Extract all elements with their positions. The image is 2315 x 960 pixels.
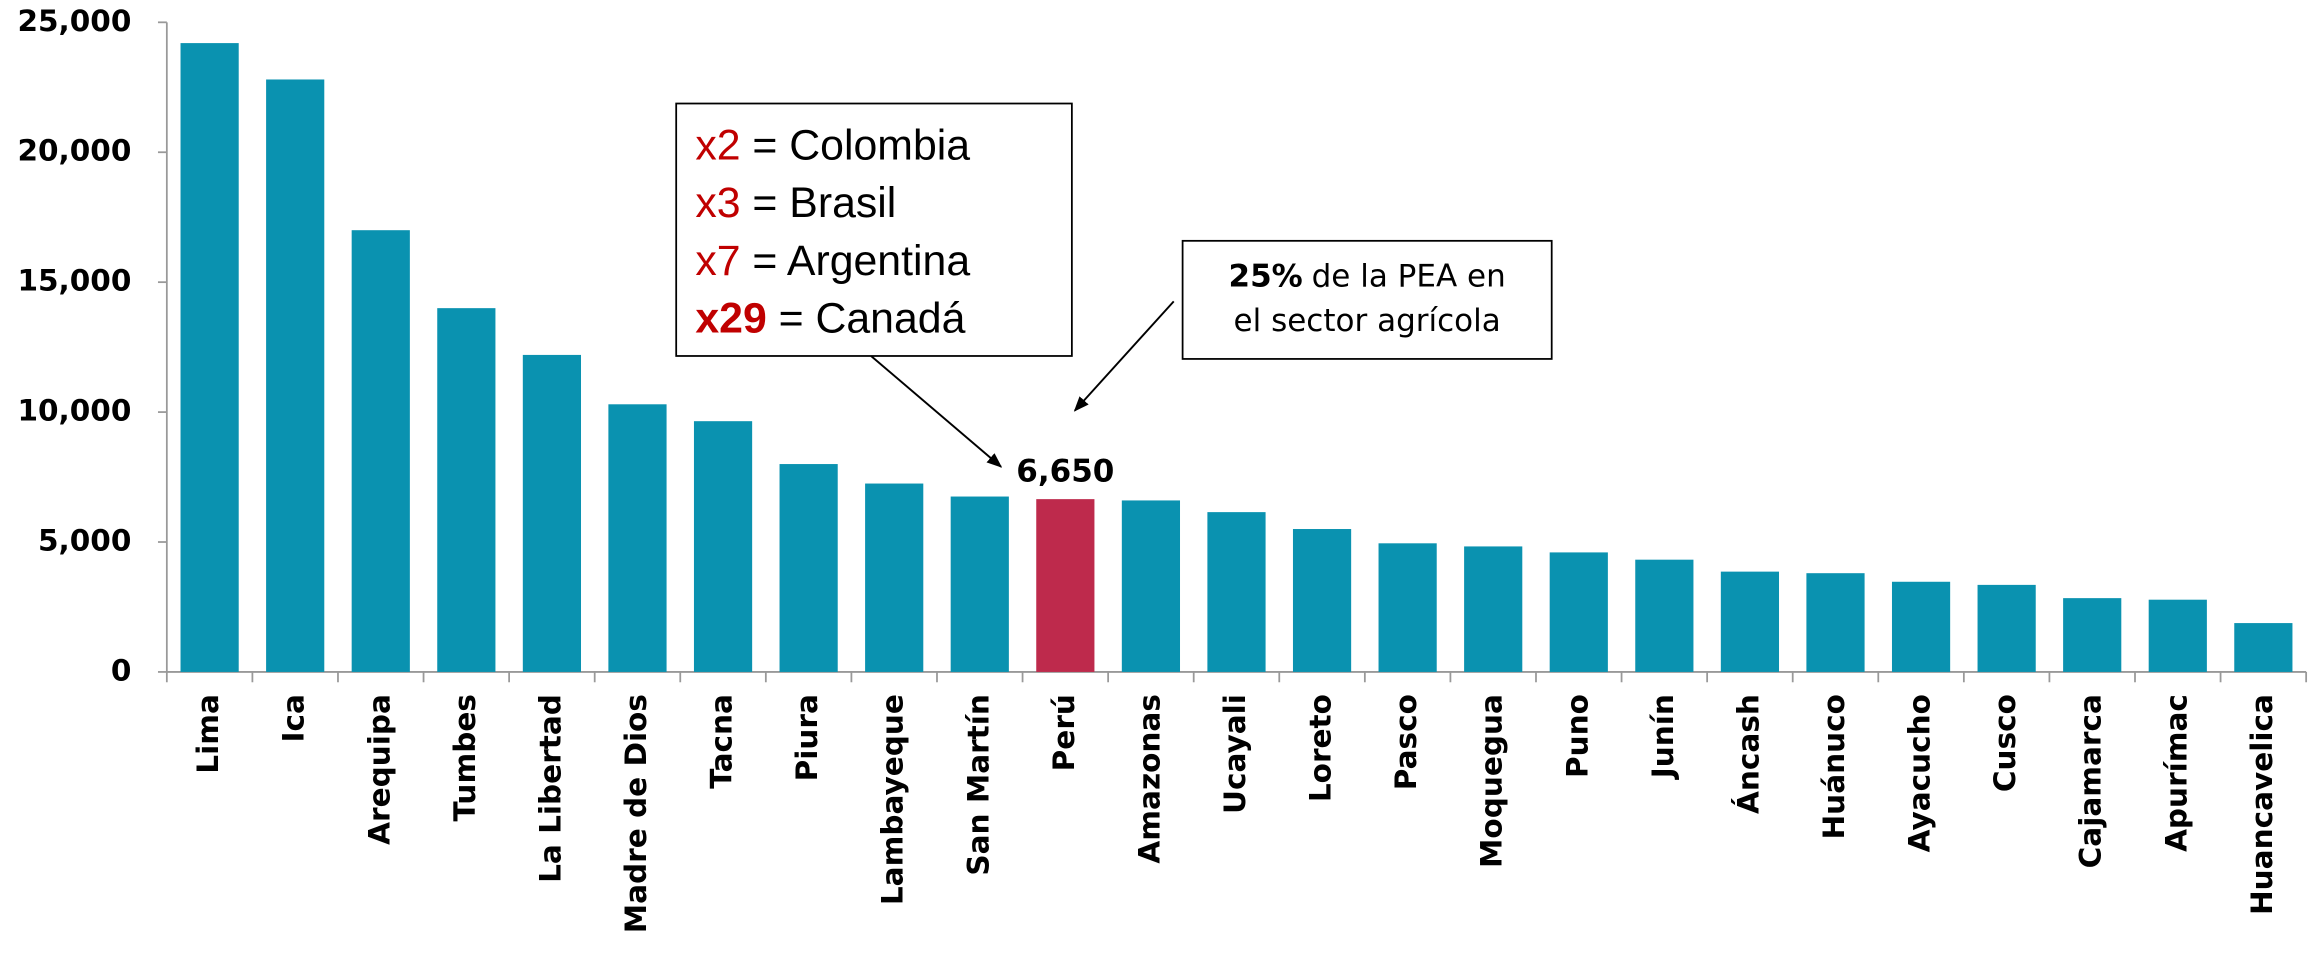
bar (1549, 552, 1608, 672)
annotation-text: = Colombia (752, 122, 970, 170)
x-tick-label: Amazonas (1132, 694, 1166, 863)
x-tick-label: Ica (277, 694, 311, 742)
y-tick-label: 5,000 (38, 524, 131, 558)
annotation-text: = Argentina (752, 237, 970, 285)
bar (865, 483, 924, 672)
x-tick-label: Pasco (1389, 694, 1423, 790)
bar (608, 404, 667, 672)
y-tick-label: 15,000 (17, 264, 131, 298)
bar (693, 421, 753, 672)
arrow (1073, 300, 1175, 412)
x-tick-label: Perú (1047, 694, 1081, 771)
annotation-multiplier: x7 (695, 237, 740, 285)
x-tick-label: Cusco (1988, 694, 2022, 792)
x-tick-label: La Libertad (533, 694, 567, 883)
x-tick-label: Cajamarca (2074, 694, 2108, 868)
x-tick-label: Áncash (1730, 694, 1765, 814)
annotation-line: 25% de la PEA en (1229, 259, 1506, 295)
bar (779, 464, 838, 672)
x-tick-label: Junín (1646, 694, 1680, 780)
annotation-text: = Canadá (779, 294, 966, 342)
x-tick-label: Loreto (1304, 694, 1338, 802)
x-tick-label: Madre de Dios (619, 694, 653, 933)
x-tick-label: Puno (1560, 694, 1594, 778)
x-tick-label: Ayacucho (1903, 694, 1937, 852)
x-tick-label: Moquegua (1475, 694, 1509, 868)
annotation-line: el sector agrícola (1234, 303, 1501, 339)
annotation-box (675, 102, 1073, 357)
x-tick-label: Piura (790, 694, 824, 781)
x-tick-label: Huánuco (1817, 694, 1851, 839)
annotation-highlight: 25% (1229, 259, 1303, 295)
annotation-line: x3 = Brasil (695, 179, 896, 227)
annotation-multiplier: x29 (695, 294, 766, 342)
annotation-line: x29 = Canadá (695, 294, 965, 342)
annotation-multiplier: x2 (695, 122, 740, 170)
bar (1635, 559, 1694, 672)
y-tick-label: 10,000 (17, 394, 131, 428)
bar (1292, 529, 1352, 672)
bar (437, 308, 496, 672)
annotation-text: = Brasil (752, 179, 896, 227)
bar (180, 43, 239, 672)
bar (2148, 599, 2207, 672)
bar (2234, 623, 2293, 672)
x-tick-label: Ucayali (1218, 694, 1252, 814)
bar (1378, 543, 1437, 672)
x-tick-label: Arequipa (362, 694, 396, 845)
bar (950, 496, 1009, 672)
bar (1121, 500, 1181, 672)
x-tick-label: Huancavelica (2245, 694, 2279, 915)
x-tick-label: San Martín (961, 694, 995, 876)
x-tick-label: Lambayeque (876, 694, 910, 905)
x-tick-label: Tumbes (448, 694, 482, 821)
bar (1207, 512, 1266, 672)
y-tick-label: 0 (111, 653, 132, 687)
bar (2063, 598, 2122, 672)
y-tick-label: 25,000 (17, 4, 131, 38)
annotation-multiplier: x3 (695, 179, 740, 227)
x-tick-label: Apurímac (2159, 694, 2193, 852)
bar (1036, 499, 1095, 672)
data-label: 6,650 (1016, 453, 1114, 489)
bar (1977, 584, 2036, 672)
annotation-line: x2 = Colombia (695, 122, 970, 170)
annotation-text: de la PEA en (1312, 259, 1506, 295)
annotation-text: el sector agrícola (1234, 303, 1501, 339)
annotation-box (1181, 239, 1553, 360)
x-tick-label: Tacna (705, 694, 739, 789)
bar (1720, 571, 1780, 672)
bar (1464, 546, 1523, 672)
bar (1891, 581, 1951, 672)
bar (266, 79, 325, 672)
y-tick-label: 20,000 (17, 134, 131, 168)
annotation-line: x7 = Argentina (695, 237, 970, 285)
arrow (870, 355, 1003, 468)
bar (351, 230, 410, 672)
bar (522, 354, 582, 672)
bar (1806, 573, 1865, 672)
x-tick-label: Lima (191, 694, 225, 774)
